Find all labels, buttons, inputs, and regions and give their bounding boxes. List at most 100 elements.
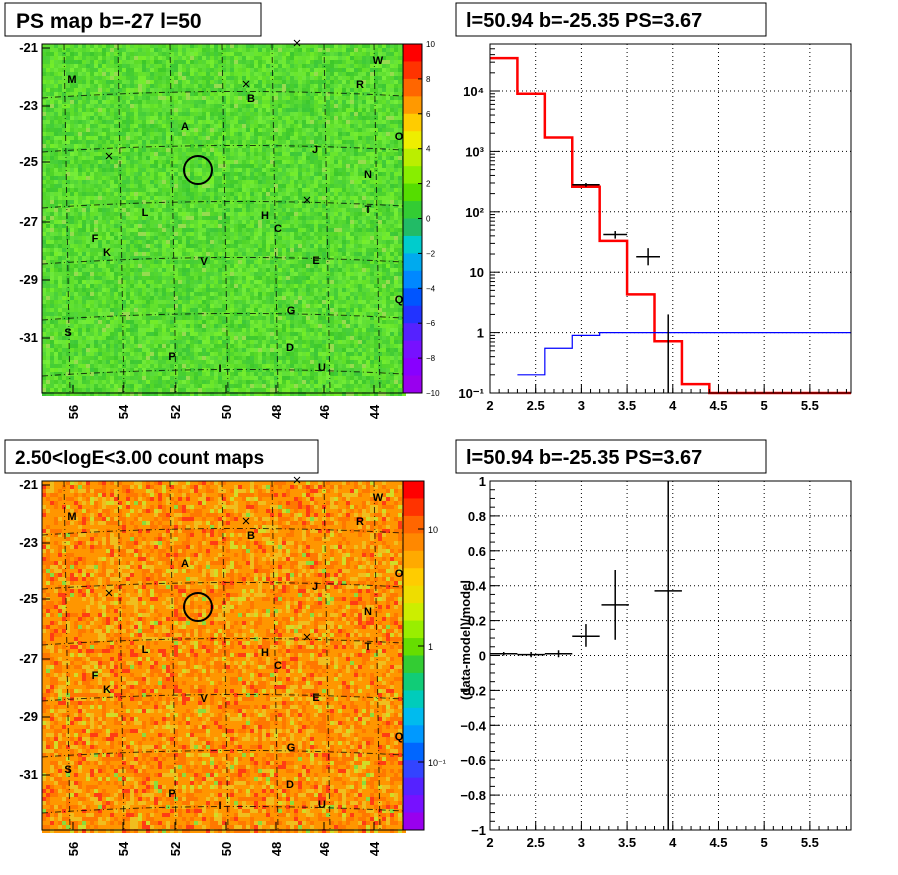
heatmap-cell bbox=[102, 140, 106, 144]
heatmap-cell bbox=[250, 176, 254, 180]
heatmap-cell bbox=[282, 128, 286, 132]
heatmap-cell bbox=[394, 48, 398, 52]
heatmap-cell bbox=[302, 128, 306, 132]
heatmap-cell bbox=[322, 220, 326, 224]
heatmap-cell bbox=[142, 200, 146, 204]
heatmap-cell bbox=[338, 88, 342, 92]
heatmap-cell bbox=[234, 228, 238, 232]
heatmap-cell bbox=[386, 80, 390, 84]
heatmap-cell bbox=[254, 168, 258, 172]
heatmap-cell bbox=[278, 52, 282, 56]
heatmap-cell bbox=[238, 172, 242, 176]
heatmap-cell bbox=[234, 248, 238, 252]
heatmap-cell bbox=[286, 208, 290, 212]
heatmap-cell bbox=[378, 252, 382, 256]
heatmap-cell bbox=[382, 76, 386, 80]
heatmap-cell bbox=[278, 120, 282, 124]
heatmap-cell bbox=[306, 68, 310, 72]
heatmap-cell bbox=[82, 156, 86, 160]
heatmap-cell bbox=[190, 260, 194, 264]
heatmap-cell bbox=[234, 200, 238, 204]
heatmap-cell bbox=[314, 216, 318, 220]
heatmap-cell bbox=[202, 64, 206, 68]
heatmap-cell bbox=[194, 112, 198, 116]
heatmap-cell bbox=[98, 196, 102, 200]
heatmap-cell bbox=[122, 140, 126, 144]
heatmap-cell bbox=[322, 64, 326, 68]
heatmap-cell bbox=[230, 104, 234, 108]
heatmap-cell bbox=[210, 132, 214, 136]
heatmap-cell bbox=[46, 240, 50, 244]
heatmap-cell bbox=[334, 96, 338, 100]
heatmap-cell bbox=[386, 180, 390, 184]
heatmap-cell bbox=[378, 48, 382, 52]
heatmap-cell bbox=[250, 244, 254, 248]
heatmap-cell bbox=[202, 84, 206, 88]
heatmap-cell bbox=[206, 156, 210, 160]
heatmap-cell bbox=[214, 236, 218, 240]
heatmap-cell bbox=[382, 252, 386, 256]
heatmap-cell bbox=[318, 228, 322, 232]
heatmap-cell bbox=[122, 260, 126, 264]
heatmap-cell bbox=[342, 200, 346, 204]
heatmap-cell bbox=[98, 132, 102, 136]
heatmap-cell bbox=[298, 108, 302, 112]
heatmap-cell bbox=[194, 88, 198, 92]
heatmap-cell bbox=[370, 176, 374, 180]
heatmap-cell bbox=[230, 216, 234, 220]
heatmap-cell bbox=[202, 252, 206, 256]
heatmap-cell bbox=[214, 140, 218, 144]
heatmap-cell bbox=[358, 224, 362, 228]
heatmap-cell bbox=[302, 60, 306, 64]
heatmap-cell bbox=[374, 236, 378, 240]
heatmap-cell bbox=[358, 56, 362, 60]
heatmap-cell bbox=[374, 128, 378, 132]
heatmap-cell bbox=[194, 244, 198, 248]
heatmap-cell bbox=[138, 252, 142, 256]
heatmap-cell bbox=[234, 204, 238, 208]
heatmap-cell bbox=[214, 72, 218, 76]
heatmap-cell bbox=[238, 160, 242, 164]
heatmap-cell bbox=[58, 120, 62, 124]
heatmap-cell bbox=[258, 172, 262, 176]
heatmap-cell bbox=[338, 152, 342, 156]
heatmap-cell bbox=[390, 56, 394, 60]
heatmap-cell bbox=[186, 64, 190, 68]
heatmap-cell bbox=[78, 212, 82, 216]
heatmap-cell bbox=[230, 232, 234, 236]
heatmap-cell bbox=[122, 84, 126, 88]
heatmap-cell bbox=[370, 204, 374, 208]
heatmap-cell bbox=[274, 48, 278, 52]
heatmap-cell bbox=[150, 248, 154, 252]
heatmap-cell bbox=[146, 208, 150, 212]
heatmap-cell bbox=[390, 244, 394, 248]
heatmap-cell bbox=[282, 192, 286, 196]
heatmap-cell bbox=[374, 180, 378, 184]
heatmap-cell bbox=[106, 200, 110, 204]
heatmap-cell bbox=[142, 220, 146, 224]
heatmap-cell bbox=[346, 68, 350, 72]
heatmap-cell bbox=[110, 192, 114, 196]
heatmap-cell bbox=[310, 128, 314, 132]
heatmap-cell bbox=[302, 176, 306, 180]
heatmap-cell bbox=[46, 252, 50, 256]
heatmap-cell bbox=[230, 160, 234, 164]
heatmap-cell bbox=[234, 144, 238, 148]
heatmap-cell bbox=[138, 132, 142, 136]
heatmap-cell bbox=[162, 212, 166, 216]
heatmap-cell bbox=[198, 120, 202, 124]
heatmap-cell bbox=[190, 232, 194, 236]
heatmap-cell bbox=[98, 176, 102, 180]
heatmap-cell bbox=[390, 48, 394, 52]
heatmap-cell bbox=[366, 52, 370, 56]
heatmap-cell bbox=[358, 164, 362, 168]
heatmap-cell bbox=[162, 100, 166, 104]
heatmap-cell bbox=[358, 96, 362, 100]
heatmap-cell bbox=[278, 224, 282, 228]
heatmap-cell bbox=[274, 140, 278, 144]
heatmap-cell bbox=[110, 220, 114, 224]
heatmap-cell bbox=[214, 204, 218, 208]
heatmap-cell bbox=[290, 52, 294, 56]
heatmap-cell bbox=[158, 52, 162, 56]
heatmap-cell bbox=[274, 124, 278, 128]
